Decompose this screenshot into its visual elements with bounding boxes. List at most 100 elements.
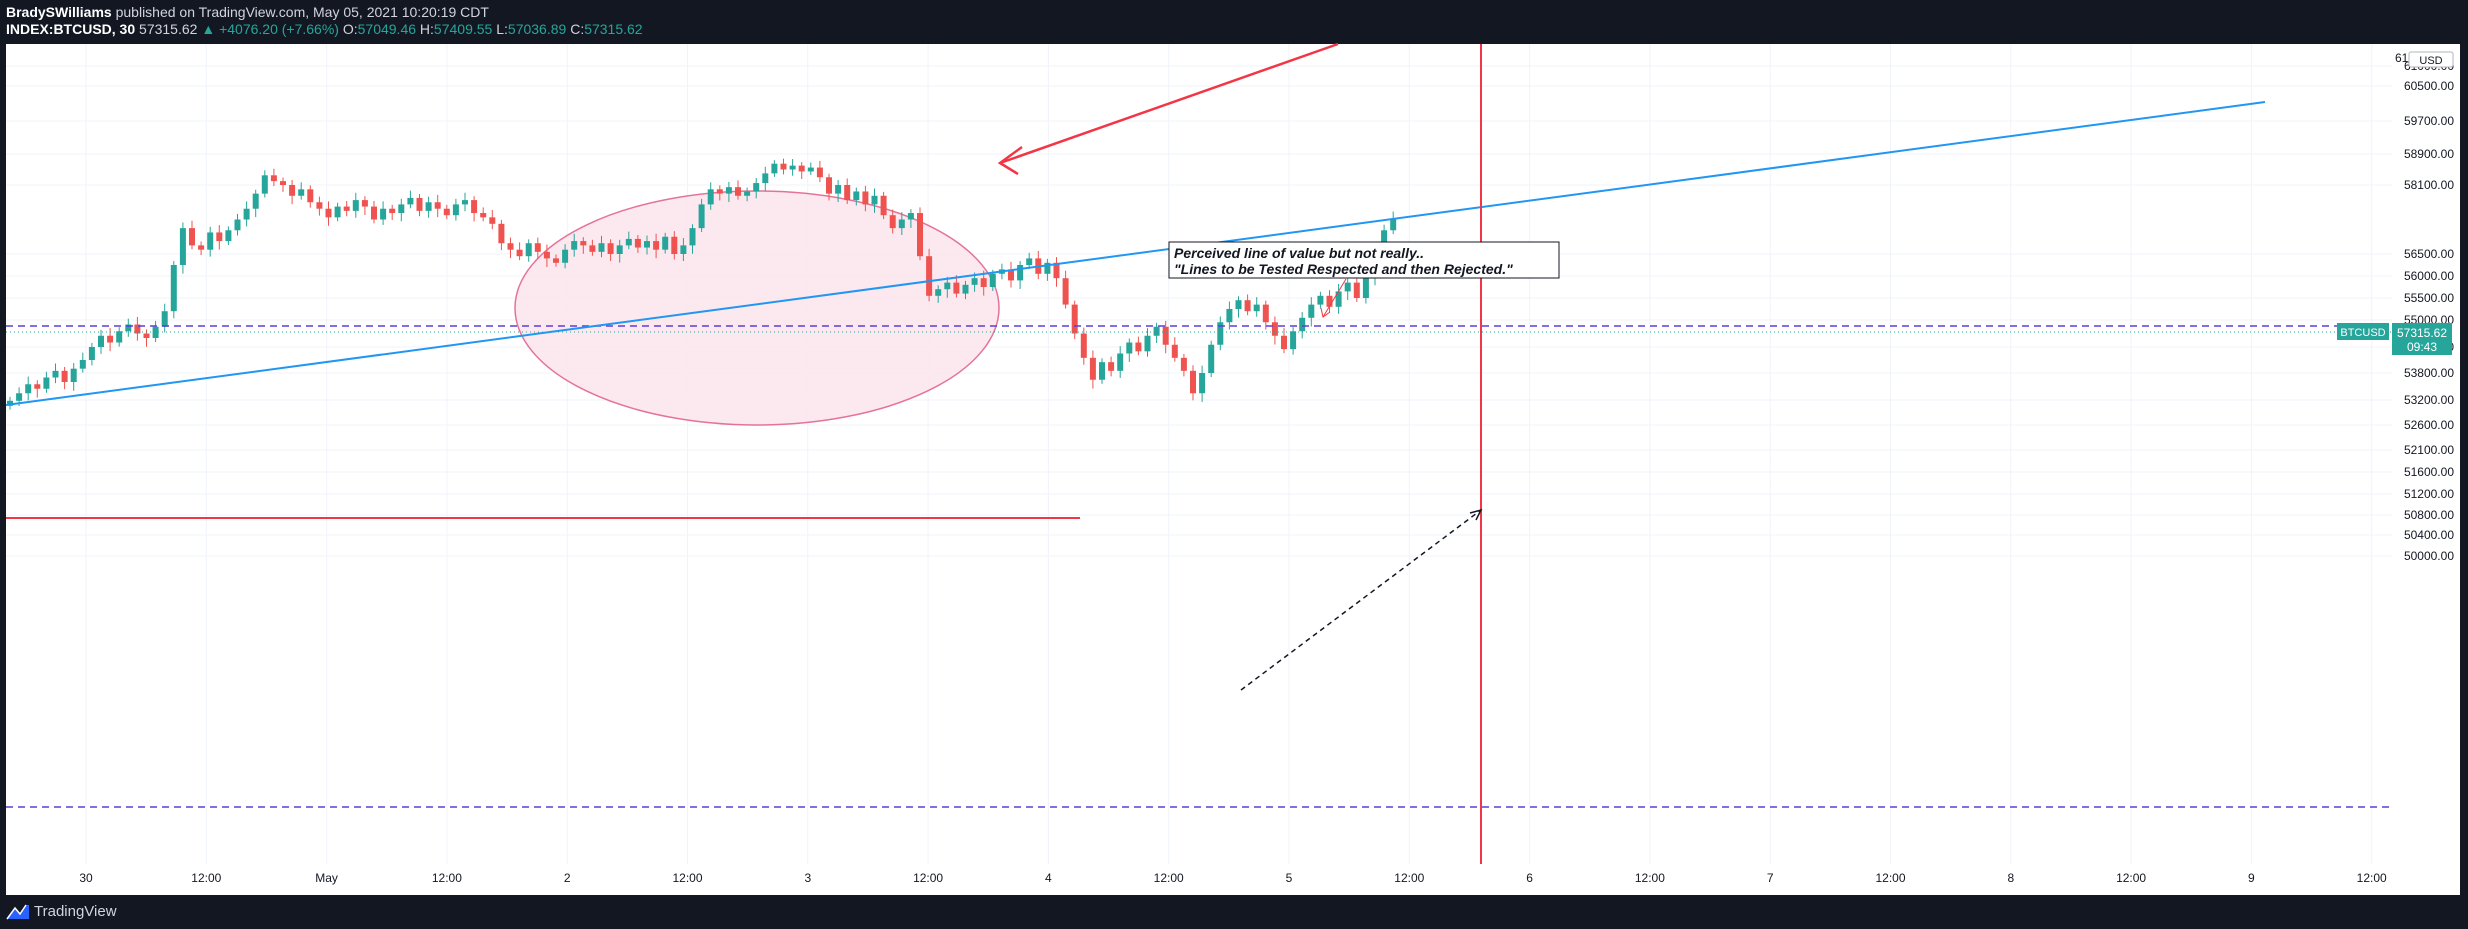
candle-body[interactable]: [243, 208, 250, 220]
candle-body[interactable]: [280, 181, 286, 185]
candle-body[interactable]: [325, 208, 332, 218]
candle-body[interactable]: [1299, 317, 1306, 332]
candle-body[interactable]: [143, 333, 150, 339]
candle-body[interactable]: [398, 204, 405, 214]
candle-body[interactable]: [1253, 304, 1260, 312]
candle-body[interactable]: [753, 183, 760, 192]
candle-body[interactable]: [289, 185, 296, 196]
candle-body[interactable]: [1271, 322, 1278, 336]
candle-body[interactable]: [1353, 282, 1360, 298]
arrow-down-left[interactable]: [997, 42, 1339, 176]
candle-body[interactable]: [1281, 335, 1287, 350]
candle-body[interactable]: [725, 187, 732, 194]
candle-body[interactable]: [634, 238, 641, 248]
candle-body[interactable]: [871, 195, 878, 205]
candle-body[interactable]: [980, 278, 987, 287]
candle-body[interactable]: [971, 278, 978, 285]
candle-body[interactable]: [52, 370, 59, 378]
candle-body[interactable]: [917, 213, 923, 257]
trendline[interactable]: [5, 101, 2266, 406]
candle-body[interactable]: [571, 241, 578, 250]
candle-body[interactable]: [835, 185, 842, 194]
candle-body[interactable]: [1062, 278, 1069, 305]
candle-body[interactable]: [407, 197, 414, 205]
candle-body[interactable]: [534, 243, 541, 252]
candle-body[interactable]: [1071, 304, 1078, 334]
candle-body[interactable]: [462, 200, 468, 205]
candle-body[interactable]: [1390, 218, 1397, 231]
candle-body[interactable]: [962, 284, 969, 294]
candlestick-series[interactable]: [7, 158, 1397, 410]
candle-body[interactable]: [853, 191, 860, 201]
candle-body[interactable]: [880, 195, 887, 216]
candle-body[interactable]: [907, 213, 914, 220]
candle-body[interactable]: [480, 213, 487, 218]
candle-body[interactable]: [616, 245, 623, 254]
candle-body[interactable]: [1199, 373, 1206, 394]
candle-body[interactable]: [307, 189, 314, 203]
candle-body[interactable]: [389, 208, 396, 214]
candle-body[interactable]: [334, 206, 341, 218]
highlight-ellipse[interactable]: [514, 190, 1000, 426]
candle-body[interactable]: [953, 282, 960, 294]
candle-body[interactable]: [562, 249, 569, 263]
candle-body[interactable]: [735, 187, 741, 196]
candle-body[interactable]: [862, 191, 869, 205]
candle-body[interactable]: [152, 326, 159, 338]
candle-body[interactable]: [1044, 262, 1051, 274]
candle-body[interactable]: [43, 377, 50, 389]
candle-body[interactable]: [598, 243, 605, 252]
candle-body[interactable]: [644, 241, 650, 248]
candle-body[interactable]: [16, 393, 23, 401]
candle-body[interactable]: [543, 251, 550, 259]
price-axis[interactable]: [2392, 44, 2460, 864]
candle-body[interactable]: [844, 185, 851, 201]
candle-body[interactable]: [452, 204, 459, 216]
candle-body[interactable]: [352, 200, 359, 211]
candle-body[interactable]: [207, 232, 214, 250]
candle-body[interactable]: [261, 175, 268, 194]
candle-body[interactable]: [662, 236, 669, 250]
candle-body[interactable]: [134, 324, 141, 334]
candle-body[interactable]: [1290, 331, 1297, 350]
symbol-price-tag[interactable]: BTCUSD: [2337, 323, 2389, 340]
candle-body[interactable]: [70, 368, 77, 382]
candle-body[interactable]: [989, 273, 996, 287]
candle-body[interactable]: [170, 265, 177, 312]
tradingview-logo-icon[interactable]: [6, 903, 30, 921]
candle-body[interactable]: [653, 241, 660, 250]
candle-body[interactable]: [1217, 322, 1224, 345]
candle-body[interactable]: [807, 167, 814, 172]
candle-body[interactable]: [1089, 357, 1096, 380]
candle-body[interactable]: [416, 197, 423, 211]
candle-body[interactable]: [1171, 344, 1178, 358]
candle-body[interactable]: [34, 384, 41, 389]
candle-body[interactable]: [789, 165, 796, 170]
candle-body[interactable]: [179, 228, 186, 265]
plot-background[interactable]: [6, 44, 2392, 864]
candle-body[interactable]: [361, 200, 368, 207]
candle-body[interactable]: [553, 258, 559, 263]
candle-body[interactable]: [1026, 258, 1033, 265]
candle-body[interactable]: [1235, 300, 1242, 309]
candle-body[interactable]: [1135, 342, 1142, 352]
candle-body[interactable]: [298, 189, 305, 196]
candle-body[interactable]: [816, 167, 823, 178]
candle-body[interactable]: [1244, 300, 1251, 312]
time-axis[interactable]: [6, 864, 2460, 895]
candle-body[interactable]: [607, 243, 614, 254]
candle-body[interactable]: [898, 219, 905, 229]
candle-body[interactable]: [625, 238, 632, 246]
candle-body[interactable]: [1317, 295, 1324, 305]
candle-body[interactable]: [380, 208, 387, 220]
candle-body[interactable]: [1162, 326, 1169, 345]
candle-body[interactable]: [1344, 282, 1351, 292]
candle-body[interactable]: [1099, 362, 1105, 380]
candle-body[interactable]: [589, 245, 596, 252]
candle-body[interactable]: [471, 200, 478, 214]
candle-body[interactable]: [1108, 362, 1115, 371]
candle-body[interactable]: [371, 206, 377, 220]
candle-body[interactable]: [771, 163, 778, 174]
candle-body[interactable]: [270, 175, 277, 182]
candle-body[interactable]: [7, 400, 13, 406]
